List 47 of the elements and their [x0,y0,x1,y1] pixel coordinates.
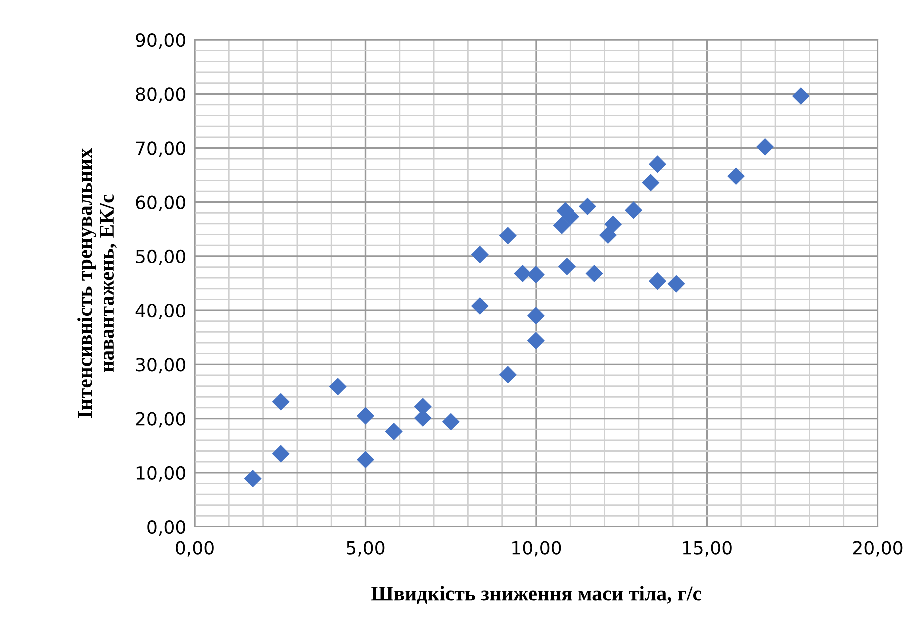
point [329,378,347,396]
point [586,264,604,283]
x-tick-label: 20,00 [853,541,903,557]
y-axis-title: Інтенсивність тренувальних навантажень, ЕК/с [78,148,118,418]
point [499,227,517,245]
point [648,156,667,174]
point [385,422,403,441]
point [527,332,545,350]
point [499,366,517,384]
point [272,445,290,463]
x-tick-label: 5,00 [347,541,385,557]
y-tick-label: 20,00 [136,412,186,428]
point [471,246,489,264]
point [244,470,262,488]
y-tick-label: 90,00 [136,33,186,49]
point [442,413,460,431]
y-tick-label: 30,00 [136,358,186,374]
y-tick-label: 40,00 [136,304,186,320]
point [756,138,774,156]
point [604,216,622,234]
y-tick-label: 0,00 [148,520,186,536]
x-axis-title: Швидкість зниження маси тіла, г/с [371,586,702,604]
y-tick-label: 70,00 [136,142,186,158]
point [642,174,660,192]
point [558,258,576,276]
point [471,297,489,316]
point [356,407,375,425]
point [792,87,810,106]
point [553,216,571,234]
point [272,393,290,411]
point [527,266,545,284]
y-tick-label: 10,00 [136,466,186,482]
y-tick-label: 50,00 [136,250,186,266]
x-tick-label: 0,00 [176,541,214,557]
point [527,307,545,325]
point [514,264,532,283]
point [599,226,617,244]
y-tick-label: 60,00 [136,196,186,212]
point [727,168,746,186]
point [578,198,597,216]
y-tick-label: 80,00 [136,88,186,104]
point [356,451,375,469]
point [625,202,643,220]
x-tick-label: 15,00 [683,541,732,557]
x-tick-label: 10,00 [512,541,562,557]
point [668,275,686,293]
point [648,272,667,290]
